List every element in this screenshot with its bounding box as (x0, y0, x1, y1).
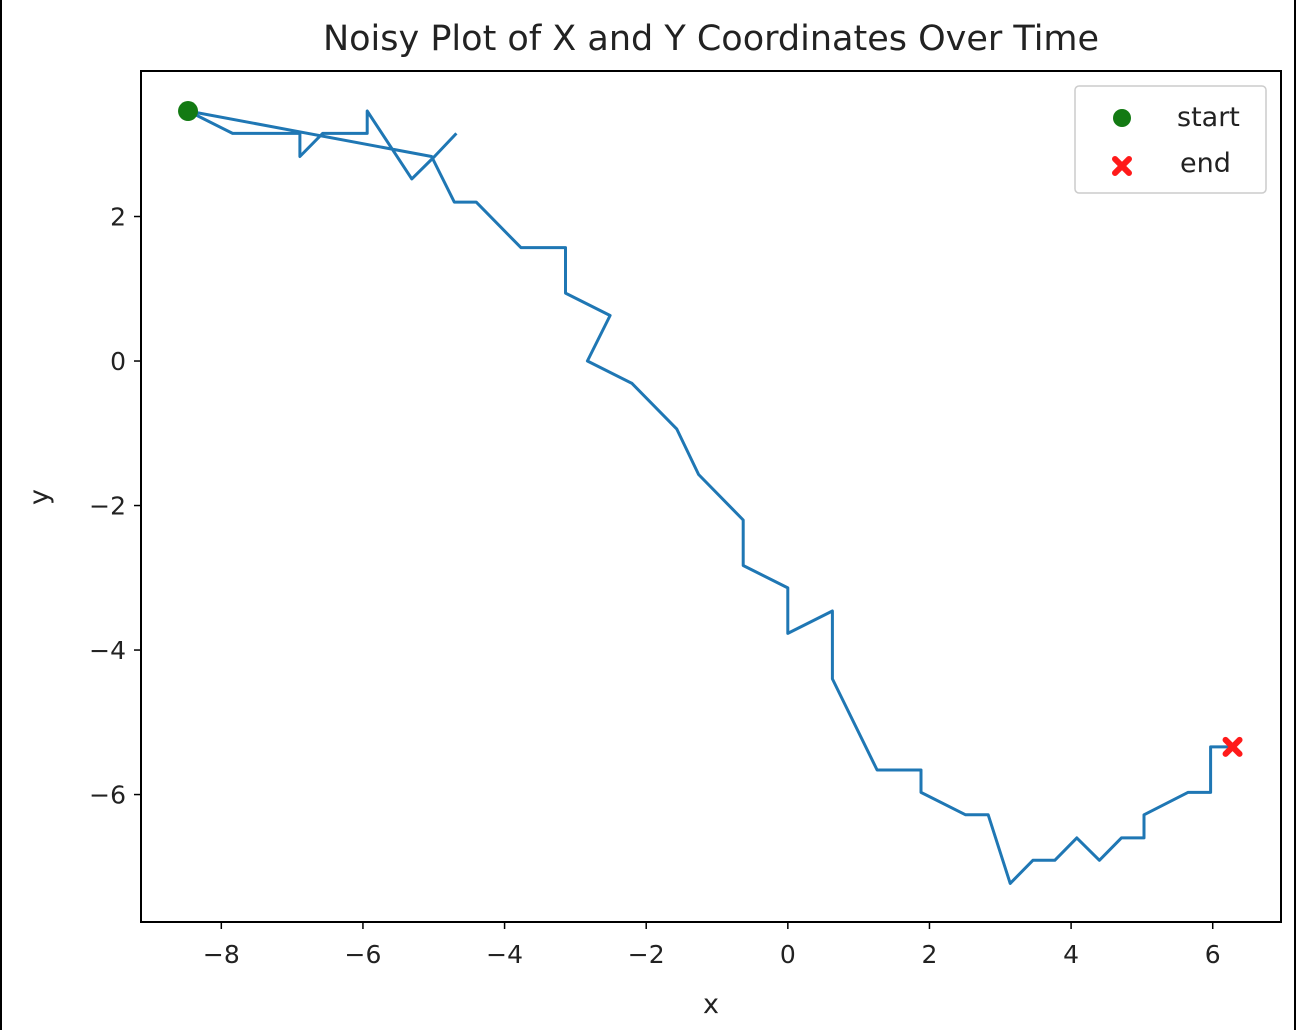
plot-area (178, 101, 1243, 885)
chart-title: Noisy Plot of X and Y Coordinates Over T… (323, 19, 1099, 59)
legend-end-marker (1112, 156, 1132, 176)
x-tick-label: 0 (780, 940, 796, 969)
legend: start end (1074, 85, 1267, 194)
x-tick-label: −8 (203, 940, 240, 969)
axes-frame (140, 70, 1282, 923)
legend-end-label: end (1180, 148, 1231, 179)
start-point (178, 101, 199, 122)
legend-start-label: start (1177, 102, 1240, 133)
y-tick-label: 0 (110, 347, 126, 376)
x-tick-label: 6 (1205, 940, 1221, 969)
y-tick-label: −6 (89, 781, 126, 810)
legend-start-marker (1113, 109, 1131, 127)
x-axis-label: x (703, 989, 719, 1020)
x-tick-label: −4 (486, 940, 523, 969)
end-point (1222, 736, 1243, 757)
x-tick-label: −6 (345, 940, 382, 969)
y-axis-label: y (24, 489, 55, 505)
x-tick-label: 2 (922, 940, 938, 969)
y-tick-label: −4 (89, 636, 126, 665)
x-tick-label: 4 (1063, 940, 1079, 969)
series-line (186, 109, 1233, 885)
y-tick-label: 2 (110, 203, 126, 232)
x-tick-label: −2 (628, 940, 665, 969)
y-tick-label: −2 (89, 492, 126, 521)
x-axis: −8 −6 −4 −2 0 2 4 6 (203, 921, 1221, 969)
y-axis: 2 0 −2 −4 −6 (89, 203, 142, 810)
